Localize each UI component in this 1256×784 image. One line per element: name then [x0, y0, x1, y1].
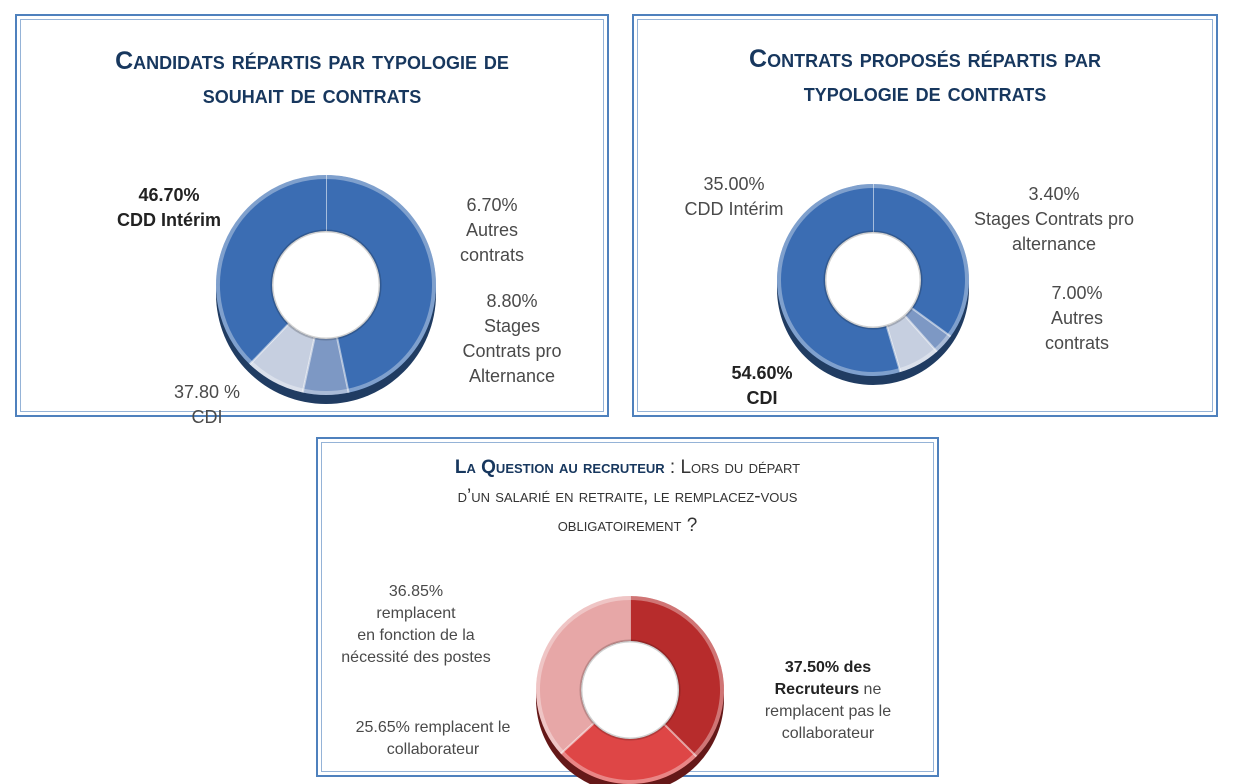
- chart-title: La Question au recruteur : Lors du dépar…: [454, 457, 801, 536]
- donut-chart-contrats: [777, 184, 969, 385]
- donut-slice-separator: [885, 325, 902, 373]
- label-cdi: 37.80 % CDI: [173, 382, 241, 427]
- chart-panel-contrats: Contrats proposés répartis par typologie…: [632, 14, 1218, 417]
- label-autres-contrats: 6.70% Autres contrats: [459, 195, 525, 265]
- chart-title: Candidats répartis par typologie de souh…: [115, 47, 509, 109]
- label-cdi: 54.60% CDI: [731, 363, 793, 408]
- donut-slice: [630, 596, 724, 757]
- donut-slice-separator: [336, 337, 350, 393]
- donut-slice-highlight: [302, 388, 349, 395]
- chart-panel-question-recruteur: La Question au recruteur : Lors du dépar…: [316, 437, 939, 784]
- donut-slice: [536, 596, 630, 754]
- donut-slice: [904, 308, 951, 352]
- label-ne-remplacent-pas: 37.50% des Recruteurs ne remplacent pas …: [764, 659, 892, 742]
- donut-slice-highlight: [560, 750, 697, 784]
- donut-slice-highlight: [899, 348, 937, 373]
- donut-slice-highlight: [536, 596, 631, 754]
- donut-slice: [249, 323, 315, 393]
- label-necessite-postes: 36.85% remplacent en fonction de la néces…: [341, 583, 491, 666]
- chart-panel-candidats: Candidats répartis par typologie de souh…: [15, 14, 609, 427]
- label-stages-alternance: 3.40% Stages Contrats pro alternance: [973, 184, 1135, 254]
- donut-slice-highlight: [629, 596, 724, 757]
- donut-slice-separator: [560, 722, 595, 755]
- donut-chart-candidats: [215, 175, 436, 404]
- donut-slice-separator: [904, 315, 938, 353]
- donut-hole: [270, 229, 382, 341]
- donut-slice-separator: [301, 337, 316, 393]
- donut-slice-highlight: [872, 184, 969, 337]
- donut-slice-highlight: [777, 184, 901, 376]
- label-autres-contrats: 7.00% Autres contrats: [1044, 283, 1110, 353]
- donut-slice: [302, 337, 349, 395]
- label-cdd-interim: 35.00% CDD Intérim: [684, 174, 784, 219]
- donut-slice-highlight: [216, 175, 327, 365]
- donut-slice: [886, 315, 937, 373]
- donut-slice-separator: [663, 723, 698, 758]
- donut-slice: [560, 723, 697, 784]
- donut-slice: [873, 184, 969, 337]
- donut-slice-separator: [248, 323, 290, 365]
- chart-title: Contrats proposés répartis par typologie…: [749, 45, 1101, 107]
- label-remplacent: 25.65% remplacent le collaborateur: [355, 719, 511, 758]
- donut-slice-highlight: [325, 175, 436, 393]
- donut-hole: [823, 230, 923, 330]
- donut-slice-highlight: [249, 361, 304, 393]
- donut-slice: [777, 184, 901, 376]
- donut-chart-question: [536, 596, 724, 784]
- donut-slice: [326, 175, 436, 393]
- donut-hole: [579, 639, 681, 741]
- label-stages-alternance: 8.80% Stages Contrats pro Alternance: [462, 291, 562, 386]
- donut-slice-separator: [911, 307, 952, 338]
- donut-slice: [215, 175, 326, 365]
- label-cdd-interim: 46.70% CDD Intérim: [116, 185, 221, 230]
